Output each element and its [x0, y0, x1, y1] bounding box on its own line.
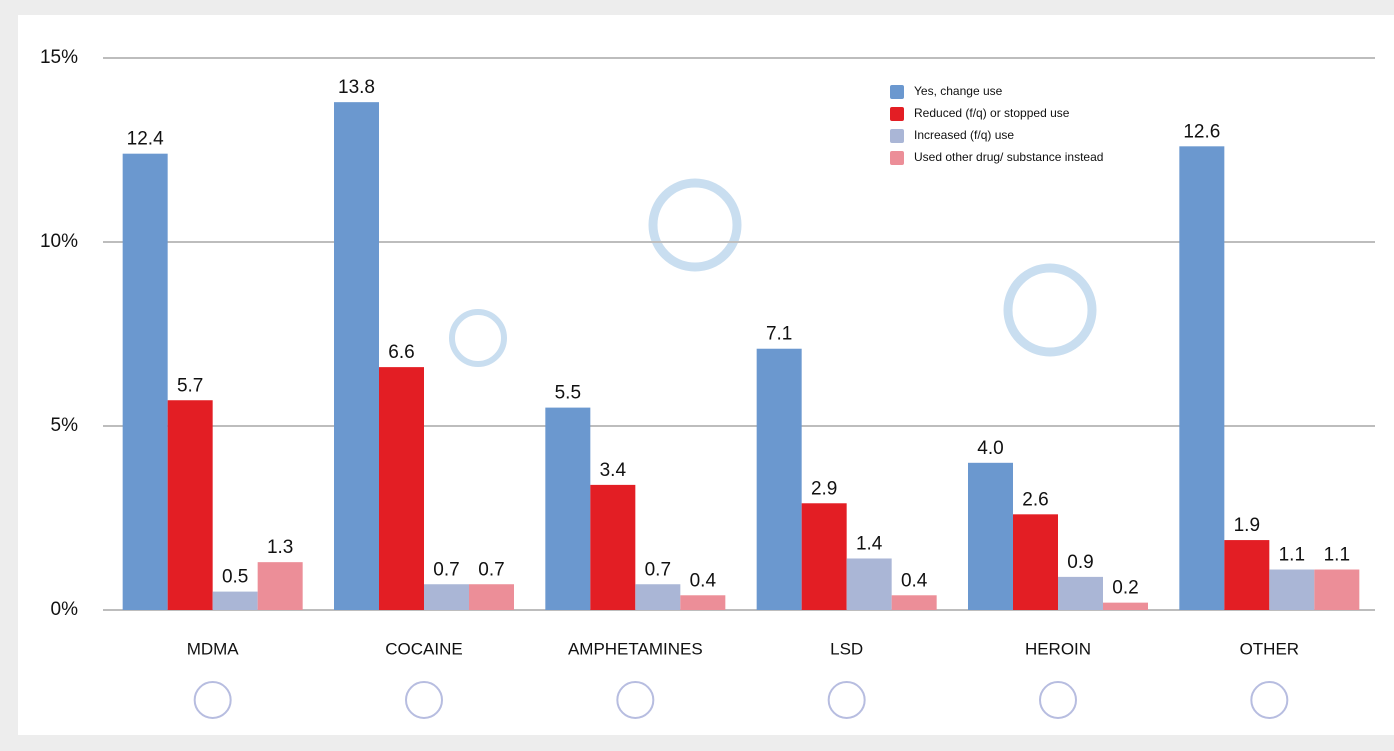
- value-label: 5.7: [177, 375, 203, 396]
- x-tick-label: OTHER: [1240, 639, 1300, 658]
- bar: [212, 591, 258, 610]
- virus-decoration: [648, 178, 1097, 357]
- value-label: 0.7: [478, 559, 504, 580]
- category-icon: [1039, 681, 1077, 719]
- y-tick-label: 10%: [40, 231, 78, 252]
- bar: [1269, 569, 1315, 610]
- bar: [1013, 514, 1058, 610]
- value-label: 13.8: [338, 77, 375, 98]
- value-label: 1.1: [1324, 545, 1350, 566]
- x-tick-label: COCAINE: [385, 639, 462, 658]
- bar: [590, 484, 636, 610]
- bar: [756, 348, 802, 610]
- value-label: 4.0: [977, 438, 1003, 459]
- legend-label: Used other drug/ substance instead: [914, 150, 1103, 164]
- value-label: 12.6: [1183, 121, 1220, 142]
- bar: [122, 153, 168, 610]
- bar: [680, 595, 726, 610]
- y-tick-label: 0%: [51, 599, 79, 620]
- bar: [801, 503, 847, 610]
- bar: [846, 558, 892, 610]
- legend-swatch: [890, 151, 904, 165]
- panel: [18, 15, 1394, 735]
- legend-label: Reduced (f/q) or stopped use: [914, 106, 1070, 120]
- x-tick-label: AMPHETAMINES: [568, 639, 703, 658]
- value-label: 0.9: [1067, 552, 1093, 573]
- category-icon: [405, 681, 443, 719]
- value-label: 0.4: [690, 570, 717, 591]
- value-label: 0.2: [1112, 578, 1138, 599]
- value-label: 1.1: [1279, 545, 1305, 566]
- value-label: 2.9: [811, 478, 837, 499]
- value-label: 3.4: [600, 460, 627, 481]
- bar: [545, 407, 591, 610]
- x-tick-label: LSD: [830, 639, 863, 658]
- x-tick-label: HEROIN: [1025, 639, 1091, 658]
- bar: [968, 462, 1013, 610]
- category-icon: [1250, 681, 1289, 719]
- bar: [1103, 602, 1148, 610]
- value-label: 0.7: [433, 559, 459, 580]
- value-label: 1.3: [267, 537, 293, 558]
- value-label: 5.5: [555, 383, 581, 404]
- value-label: 1.9: [1234, 515, 1260, 536]
- category-icon: [616, 681, 655, 719]
- bar: [334, 102, 379, 610]
- value-label: 12.4: [127, 129, 164, 150]
- category-icon: [827, 681, 866, 719]
- value-label: 0.7: [645, 559, 671, 580]
- legend-label: Yes, change use: [914, 84, 1003, 98]
- value-label: 2.6: [1022, 489, 1048, 510]
- y-tick-label: 5%: [51, 415, 79, 436]
- bar: [1179, 146, 1225, 610]
- x-tick-label: MDMA: [187, 639, 240, 658]
- y-tick-label: 15%: [40, 47, 78, 68]
- bar: [1224, 540, 1270, 610]
- legend-swatch: [890, 85, 904, 99]
- value-label: 0.4: [901, 570, 928, 591]
- category-icon: [193, 681, 232, 719]
- value-label: 0.5: [222, 567, 248, 588]
- bar: [469, 584, 514, 610]
- bar: [424, 584, 469, 610]
- value-label: 6.6: [388, 342, 414, 363]
- legend-label: Increased (f/q) use: [914, 128, 1014, 142]
- legend-swatch: [890, 129, 904, 143]
- value-label: 1.4: [856, 533, 883, 554]
- bar: [379, 367, 424, 610]
- bar: [1314, 569, 1360, 610]
- bar: [167, 400, 213, 610]
- bar: [257, 562, 303, 610]
- bar: [1058, 576, 1103, 610]
- virus-decoration: [449, 309, 507, 367]
- legend-swatch: [890, 107, 904, 121]
- bar: [891, 595, 937, 610]
- value-label: 7.1: [766, 324, 792, 345]
- bar: [635, 584, 681, 610]
